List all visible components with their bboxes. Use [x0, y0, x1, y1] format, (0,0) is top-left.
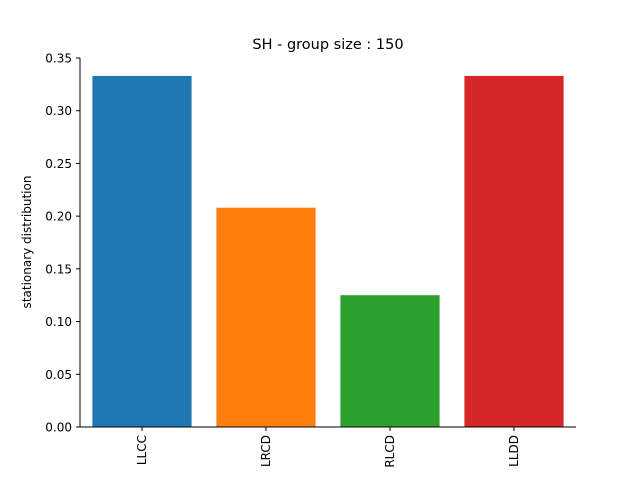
bar-lrcd — [216, 207, 316, 427]
x-axis-ticks: LLCC LRCD RLCD LLDD — [135, 427, 521, 468]
y-tick-label: 0.30 — [45, 104, 72, 118]
y-tick-label: 0.35 — [45, 52, 72, 66]
y-axis-ticks: 0.00 0.05 0.10 0.15 0.20 0.25 0.30 0.35 — [45, 52, 80, 435]
chart-title: SH - group size : 150 — [252, 37, 403, 53]
bar-llcc — [92, 75, 192, 428]
bars-group — [92, 75, 564, 428]
y-axis-label: stationary distribution — [20, 176, 34, 309]
y-tick-label: 0.15 — [45, 262, 72, 276]
y-tick-label: 0.20 — [45, 210, 72, 224]
x-tick-label: RLCD — [383, 435, 397, 468]
y-tick-label: 0.00 — [45, 421, 72, 435]
x-tick-label: LLDD — [507, 435, 521, 467]
y-tick-label: 0.05 — [45, 368, 72, 382]
bar-rlcd — [340, 295, 440, 427]
bar-lldd — [464, 75, 564, 428]
x-tick-label: LLCC — [135, 435, 149, 465]
y-tick-label: 0.10 — [45, 315, 72, 329]
y-tick-label: 0.25 — [45, 157, 72, 171]
x-tick-label: LRCD — [259, 435, 273, 467]
